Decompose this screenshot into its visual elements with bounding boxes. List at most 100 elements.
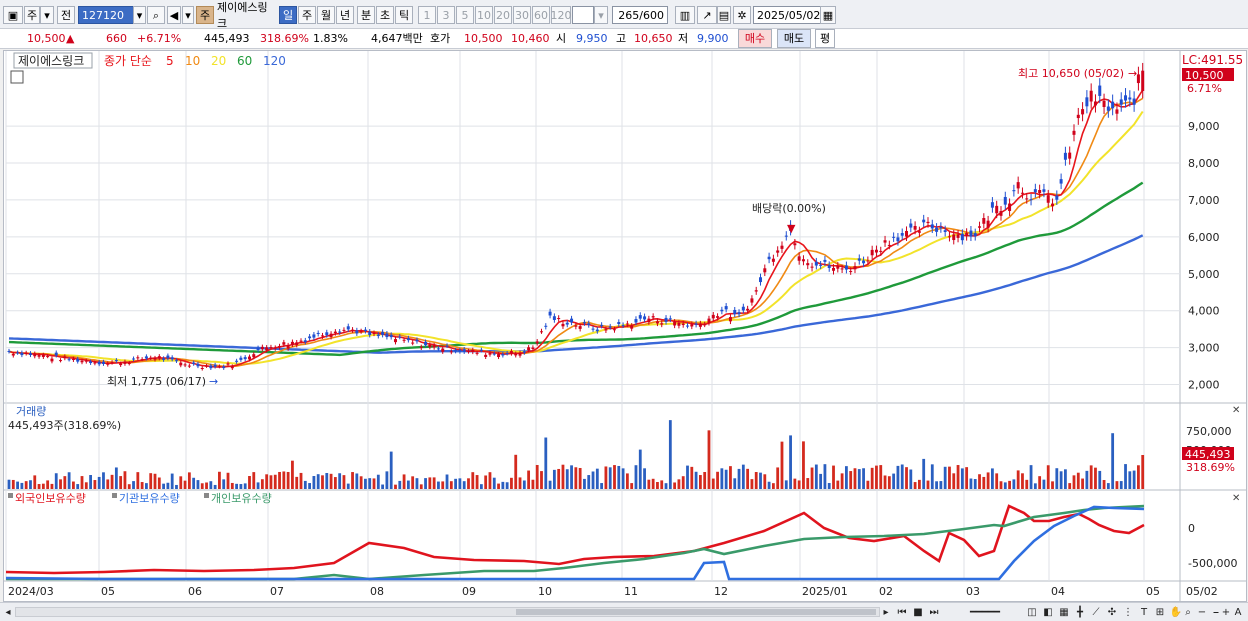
- stock-type-button[interactable]: 주: [196, 6, 214, 24]
- period-day-button[interactable]: 일: [279, 6, 297, 24]
- candle-body: [733, 309, 737, 315]
- grid-icon[interactable]: ▦: [1059, 606, 1069, 618]
- font-size-button[interactable]: A: [1232, 604, 1244, 620]
- calendar-icon[interactable]: ▦: [820, 6, 836, 24]
- candle-body: [419, 346, 423, 348]
- candle-body: [930, 224, 934, 229]
- volume-bar: [604, 466, 608, 489]
- interval-60-button[interactable]: 60: [532, 6, 550, 24]
- zoom-icon[interactable]: ◫: [1027, 606, 1037, 618]
- volume-bar: [531, 479, 535, 489]
- interval-dropdown-icon[interactable]: ▾: [594, 6, 608, 24]
- interval-1-button[interactable]: 1: [418, 6, 436, 24]
- minimize-icon[interactable]: ⎯: [1213, 606, 1219, 618]
- measure-icon[interactable]: ⊞: [1155, 606, 1165, 618]
- volume-bar: [1042, 479, 1046, 489]
- fibo-icon[interactable]: ⋮: [1123, 606, 1133, 618]
- volume-bar: [810, 467, 814, 489]
- volume-bar: [737, 468, 741, 489]
- volume-bar: [1025, 479, 1029, 489]
- interval-5-button[interactable]: 5: [456, 6, 474, 24]
- cursor-icon[interactable]: ✣: [1107, 606, 1117, 618]
- chevron-down-icon[interactable]: ▾: [40, 6, 54, 24]
- volume-bar: [578, 467, 582, 489]
- candle-body: [97, 361, 101, 365]
- candle-body: [89, 361, 93, 364]
- scroll-right-icon[interactable]: ▸: [883, 606, 889, 618]
- speaker-icon[interactable]: ◀: [167, 6, 181, 24]
- x-tick-label: 11: [624, 585, 638, 598]
- interval-30-button[interactable]: 30: [513, 6, 531, 24]
- period-month-button[interactable]: 월: [317, 6, 335, 24]
- period-year-button[interactable]: 년: [336, 6, 354, 24]
- scroll-left-icon[interactable]: ◂: [5, 606, 11, 618]
- indicator-icon[interactable]: ↗: [697, 6, 717, 24]
- interval-20-button[interactable]: 20: [494, 6, 512, 24]
- candle-body: [1106, 106, 1110, 111]
- volume-bar: [720, 468, 724, 489]
- volume-bar: [844, 466, 848, 489]
- volume-bar: [394, 484, 397, 489]
- eval-button[interactable]: 평: [815, 29, 835, 48]
- speaker-dropdown-icon[interactable]: ▾: [182, 6, 194, 24]
- volume-bar: [449, 481, 453, 489]
- candle-body: [114, 360, 118, 362]
- stock-chart[interactable]: 2024/03 05 06 07 08 09 10 11 12 2025/01 02 03 04 05 05…: [4, 51, 1246, 601]
- candle-type-icon[interactable]: ▥: [675, 6, 695, 24]
- period-second-button[interactable]: 초: [376, 6, 394, 24]
- interval-120-button[interactable]: 120: [551, 6, 572, 24]
- interval-input[interactable]: [572, 6, 594, 24]
- y-tick-label: 5,000: [1188, 268, 1220, 281]
- search-icon[interactable]: ⌕: [147, 6, 165, 24]
- gear-icon[interactable]: ✲: [733, 6, 751, 24]
- low-price: 9,900: [697, 32, 729, 45]
- zoom-out-button[interactable]: −: [1196, 604, 1208, 620]
- layout-icon[interactable]: ▣: [3, 6, 23, 24]
- candle-body: [402, 339, 406, 341]
- date-input[interactable]: 2025/05/02: [753, 6, 821, 24]
- volume-bar: [896, 465, 900, 489]
- volume-bar: [943, 466, 947, 489]
- horizontal-scrollbar[interactable]: [15, 607, 880, 617]
- zoom-in-button[interactable]: +: [1220, 604, 1232, 620]
- code-dropdown-icon[interactable]: ▾: [133, 6, 146, 24]
- candle-body: [501, 353, 505, 356]
- period-week-button[interactable]: 주: [298, 6, 316, 24]
- text-tool-icon[interactable]: T: [1140, 606, 1148, 618]
- volume-bar: [1098, 470, 1102, 489]
- candle-body: [432, 345, 436, 348]
- volume-bar: [114, 467, 118, 489]
- volume-bar: [991, 468, 994, 489]
- volume-bar: [278, 471, 281, 489]
- candle-body: [716, 316, 720, 318]
- volume-bar: [1124, 464, 1127, 489]
- trend-icon[interactable]: ⟋: [1092, 606, 1100, 618]
- high-label: 고: [616, 32, 627, 45]
- last-icon[interactable]: ⏭: [929, 606, 939, 618]
- stock-code-input[interactable]: 127120: [78, 6, 134, 24]
- split-icon[interactable]: ◧: [1043, 606, 1053, 618]
- stop-icon[interactable]: ■: [913, 606, 923, 618]
- period-tick-button[interactable]: 틱: [395, 6, 413, 24]
- interval-10-button[interactable]: 10: [475, 6, 493, 24]
- period-minute-button[interactable]: 분: [357, 6, 375, 24]
- magnify-icon[interactable]: ⌕: [1185, 606, 1191, 618]
- interval-3-button[interactable]: 3: [437, 6, 455, 24]
- period-type-select[interactable]: 주: [24, 6, 40, 24]
- first-icon[interactable]: ⏮: [897, 606, 907, 618]
- count-input[interactable]: 265/600: [612, 6, 668, 24]
- period-minute-label: 분: [360, 8, 372, 22]
- buy-button[interactable]: 매수: [738, 29, 772, 48]
- crosshair-icon[interactable]: ╋: [1076, 606, 1084, 618]
- chart-area[interactable]: 2024/03 05 06 07 08 09 10 11 12 2025/01 02 03 04 05 05…: [3, 50, 1247, 602]
- save-icon[interactable]: ▤: [717, 6, 731, 24]
- volume-bar: [1029, 465, 1033, 489]
- scroll-thumb[interactable]: [516, 609, 876, 615]
- prev-button[interactable]: 전: [57, 6, 75, 24]
- buy-label: 매수: [744, 31, 766, 45]
- hand-icon[interactable]: ✋: [1169, 606, 1183, 618]
- period-week-label: 주: [301, 8, 313, 22]
- candle-body: [638, 315, 642, 319]
- zoom-slider[interactable]: ━━━━━: [969, 606, 1001, 618]
- sell-button[interactable]: 매도: [777, 29, 811, 48]
